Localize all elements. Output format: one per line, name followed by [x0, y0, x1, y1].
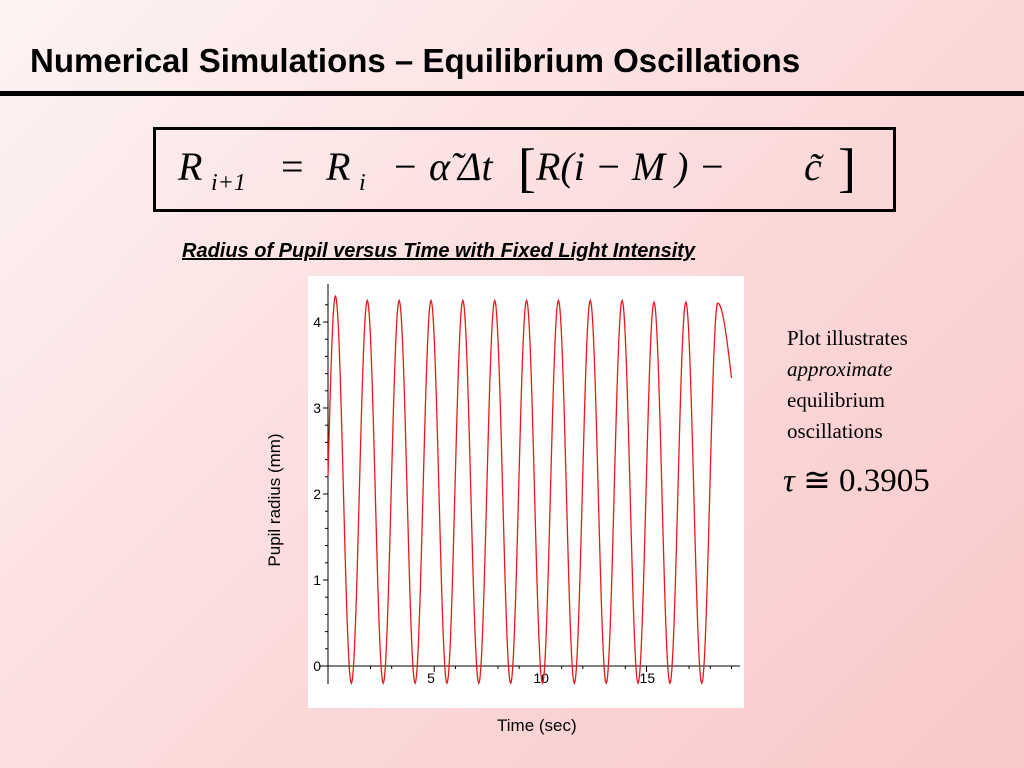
- plot-note: Plot illustrates approximate equilibrium…: [787, 323, 987, 447]
- note-line-4: oscillations: [787, 419, 883, 443]
- note-line-1: Plot illustrates: [787, 326, 908, 350]
- note-line-2: approximate: [787, 357, 893, 381]
- y-axis-label: Pupil radius (mm): [265, 433, 284, 567]
- formula-r-var: R: [325, 144, 350, 189]
- formula-delta-t: Δt: [456, 144, 493, 189]
- y-tick-label: 4: [313, 314, 321, 330]
- x-tick-label: 5: [427, 670, 435, 686]
- formula-c: c̃: [804, 144, 824, 189]
- tau-value: τ ≅ 0.3905: [783, 460, 930, 500]
- formula-lhs-var: R: [177, 144, 202, 189]
- chart-panel: 0 1 2 3 4 5 10 15: [308, 276, 744, 708]
- formula-r-sub: i: [359, 170, 366, 196]
- x-axis-label: Time (sec): [497, 716, 577, 735]
- title-underline: [0, 91, 1024, 96]
- formula-equals: =: [281, 144, 304, 189]
- formula-equation: R i+1 = R i − α̃ Δt [ R(i − M ) − c̃ ]: [177, 138, 856, 198]
- formula-left-bracket: [: [518, 138, 536, 198]
- slide-title: Numerical Simulations – Equilibrium Osci…: [30, 42, 801, 79]
- series-line-pupil-radius: [327, 294, 733, 685]
- tau-approx: ≅: [803, 463, 831, 499]
- y-tick-label: 2: [313, 486, 321, 502]
- y-tick-label: 3: [313, 400, 321, 416]
- formula-box: R i+1 = R i − α̃ Δt [ R(i − M ) − c̃ ]: [153, 127, 896, 212]
- tau-number: 0.3905: [838, 463, 930, 499]
- y-tick-label: 1: [313, 572, 321, 588]
- y-tick-label: 0: [313, 658, 321, 674]
- formula-minus: −: [394, 144, 417, 189]
- tau-symbol: τ: [783, 463, 795, 499]
- formula-inner: R(i − M ) −: [535, 144, 726, 189]
- formula-right-bracket: ]: [838, 138, 856, 198]
- plot-heading: Radius of Pupil versus Time with Fixed L…: [182, 240, 696, 262]
- x-tick-label: 15: [640, 670, 656, 686]
- note-line-3: equilibrium: [787, 388, 885, 412]
- formula-lhs-sub: i+1: [211, 170, 246, 196]
